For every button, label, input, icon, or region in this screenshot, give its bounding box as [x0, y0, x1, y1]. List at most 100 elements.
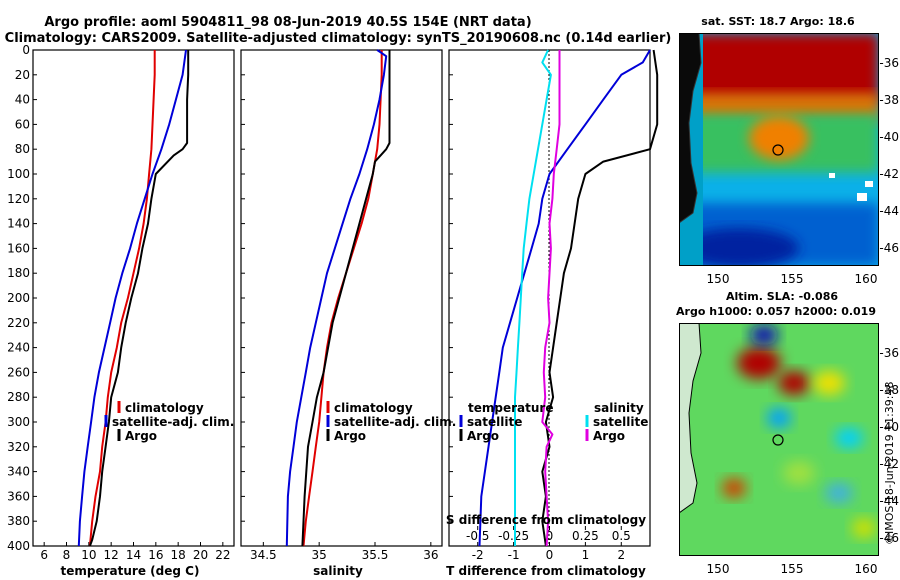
- depth-tick-label: 340: [7, 465, 30, 479]
- x-tick-label: 10: [81, 548, 96, 562]
- latitude-tick-label: -36: [879, 56, 899, 70]
- depth-tick-label: 320: [7, 440, 30, 454]
- series-line-temperature-satellite: [478, 49, 651, 547]
- s-tick-label: 0.5: [612, 529, 631, 543]
- s-difference-axis-label: S difference from climatology: [446, 513, 646, 527]
- legend-heading-salinity: salinity: [594, 401, 644, 415]
- salinity-plot-frame: [240, 49, 443, 547]
- depth-tick-label: 240: [7, 341, 30, 355]
- salinity-legend: climatology satellite-adj. clim. Argo: [326, 401, 456, 443]
- x-tick-label: 2: [617, 548, 625, 562]
- legend-heading-temperature: temperature: [468, 401, 553, 415]
- temperature-tick-labels: 6 8 10 12 14 16 18 20 22: [40, 542, 230, 562]
- depth-tick-label: 100: [7, 167, 30, 181]
- sst-map: sat. SST: 18.7 Argo: 18.6 -36 -38 -40 -42 -4…: [679, 15, 899, 286]
- sla-map-title-1: Altim. SLA: -0.086: [726, 290, 838, 303]
- longitude-tick-label: 150: [707, 562, 730, 576]
- depth-tick-label: 260: [7, 365, 30, 379]
- sla-map: Altim. SLA: -0.086 Argo h1000: 0.057 h20…: [676, 290, 899, 576]
- sst-longitude-ticks: 150 155 160: [707, 272, 878, 286]
- depth-tick-label: 60: [15, 117, 30, 131]
- latitude-tick-label: -38: [879, 383, 899, 397]
- s-tick-label: -0.5: [466, 529, 489, 543]
- depth-tick-label: 200: [7, 291, 30, 305]
- s-tick-label: 0: [546, 529, 554, 543]
- latitude-tick-label: -42: [879, 167, 899, 181]
- t-difference-tick-labels: -2 -1 0 1 2: [472, 542, 625, 562]
- difference-panel: -2 -1 0 1 2 -0.5 -0.25 0 0.25 0.5 S difference f…: [446, 49, 659, 578]
- depth-tick-label: 380: [7, 514, 30, 528]
- depth-tick-label: 360: [7, 489, 30, 503]
- series-line-satellite-adj-clim-: [77, 49, 187, 547]
- x-tick-label: 18: [171, 548, 186, 562]
- depth-tick-label: 280: [7, 390, 30, 404]
- sla-map-image: [679, 323, 879, 556]
- sla-map-title-2: Argo h1000: 0.057 h2000: 0.019: [676, 305, 876, 318]
- series-line-argo: [301, 50, 391, 547]
- title-line-2: Climatology: CARS2009. Satellite-adjuste…: [5, 31, 672, 46]
- depth-tick-label: 180: [7, 266, 30, 280]
- x-tick-label: -2: [472, 548, 484, 562]
- x-tick-label: 16: [148, 548, 163, 562]
- salinity-difference-legend: salinity satellite Argo: [585, 401, 648, 443]
- latitude-tick-label: -40: [879, 420, 899, 434]
- temperature-plot-frame: [32, 49, 235, 547]
- x-tick-label: 0: [546, 548, 554, 562]
- salinity-axis-label: salinity: [313, 564, 363, 578]
- legend-label-argo: Argo: [334, 429, 366, 443]
- depth-tick-label: 300: [7, 415, 30, 429]
- legend-label-t-argo: Argo: [467, 429, 499, 443]
- x-tick-label: 1: [582, 548, 590, 562]
- legend-label-climatology: climatology: [125, 401, 204, 415]
- latitude-tick-label: -38: [879, 93, 899, 107]
- legend-label-argo: Argo: [125, 429, 157, 443]
- legend-label-satellite: satellite-adj. clim.: [112, 415, 234, 429]
- sst-map-image: [679, 33, 879, 266]
- salinity-tick-labels: 34.5 35 35.5 36: [250, 542, 438, 562]
- depth-tick-label: 120: [7, 192, 30, 206]
- depth-tick-label: 160: [7, 241, 30, 255]
- series-line-climatology: [88, 50, 156, 547]
- latitude-tick-label: -42: [879, 457, 899, 471]
- title-line-1: Argo profile: aoml 5904811_98 08-Jun-201…: [44, 15, 531, 30]
- latitude-tick-label: -40: [879, 130, 899, 144]
- longitude-tick-label: 160: [855, 562, 878, 576]
- argo-location-marker: [772, 144, 784, 156]
- difference-lines: [478, 49, 659, 547]
- longitude-tick-label: 160: [855, 272, 878, 286]
- legend-label-s-satellite: satellite: [593, 415, 648, 429]
- s-tick-label: -0.25: [498, 529, 529, 543]
- depth-tick-label: 40: [15, 93, 30, 107]
- x-tick-label: -1: [508, 548, 520, 562]
- x-tick-label: 36: [423, 548, 438, 562]
- x-tick-label: 34.5: [250, 548, 277, 562]
- x-tick-label: 6: [40, 548, 48, 562]
- sst-latitude-ticks: -36 -38 -40 -42 -44 -46: [879, 56, 899, 255]
- latitude-tick-label: -44: [879, 204, 899, 218]
- depth-tick-label: 0: [22, 43, 30, 57]
- latitude-tick-label: -46: [879, 241, 899, 255]
- series-line-salinity-argo: [541, 50, 561, 547]
- legend-label-climatology: climatology: [334, 401, 413, 415]
- temperature-difference-legend: temperature satellite Argo: [459, 401, 553, 443]
- depth-tick-label: 220: [7, 316, 30, 330]
- x-tick-label: 14: [126, 548, 141, 562]
- longitude-tick-label: 150: [707, 272, 730, 286]
- x-tick-label: 35: [312, 548, 327, 562]
- legend-label-s-argo: Argo: [593, 429, 625, 443]
- x-tick-label: 12: [104, 548, 119, 562]
- temperature-legend: climatology satellite-adj. clim. Argo: [104, 401, 234, 443]
- salinity-lines: [285, 49, 391, 547]
- x-tick-label: 8: [63, 548, 71, 562]
- salinity-panel: 34.5 35 35.5 36 salinity climatology satell…: [240, 49, 456, 578]
- latitude-tick-label: -44: [879, 494, 899, 508]
- argo-location-marker: [772, 434, 784, 446]
- temperature-panel: 0 20 40 60 80 100 120 140 160 180 200 220 240 260 280 3…: [7, 43, 453, 578]
- t-difference-axis-label: T difference from climatology: [446, 564, 646, 578]
- legend-label-t-satellite: satellite: [467, 415, 522, 429]
- series-line-salinity-satellite: [514, 49, 552, 546]
- latitude-tick-label: -36: [879, 346, 899, 360]
- x-tick-label: 20: [193, 548, 208, 562]
- sla-longitude-ticks: 150 155 160: [707, 562, 878, 576]
- depth-tick-label: 20: [15, 68, 30, 82]
